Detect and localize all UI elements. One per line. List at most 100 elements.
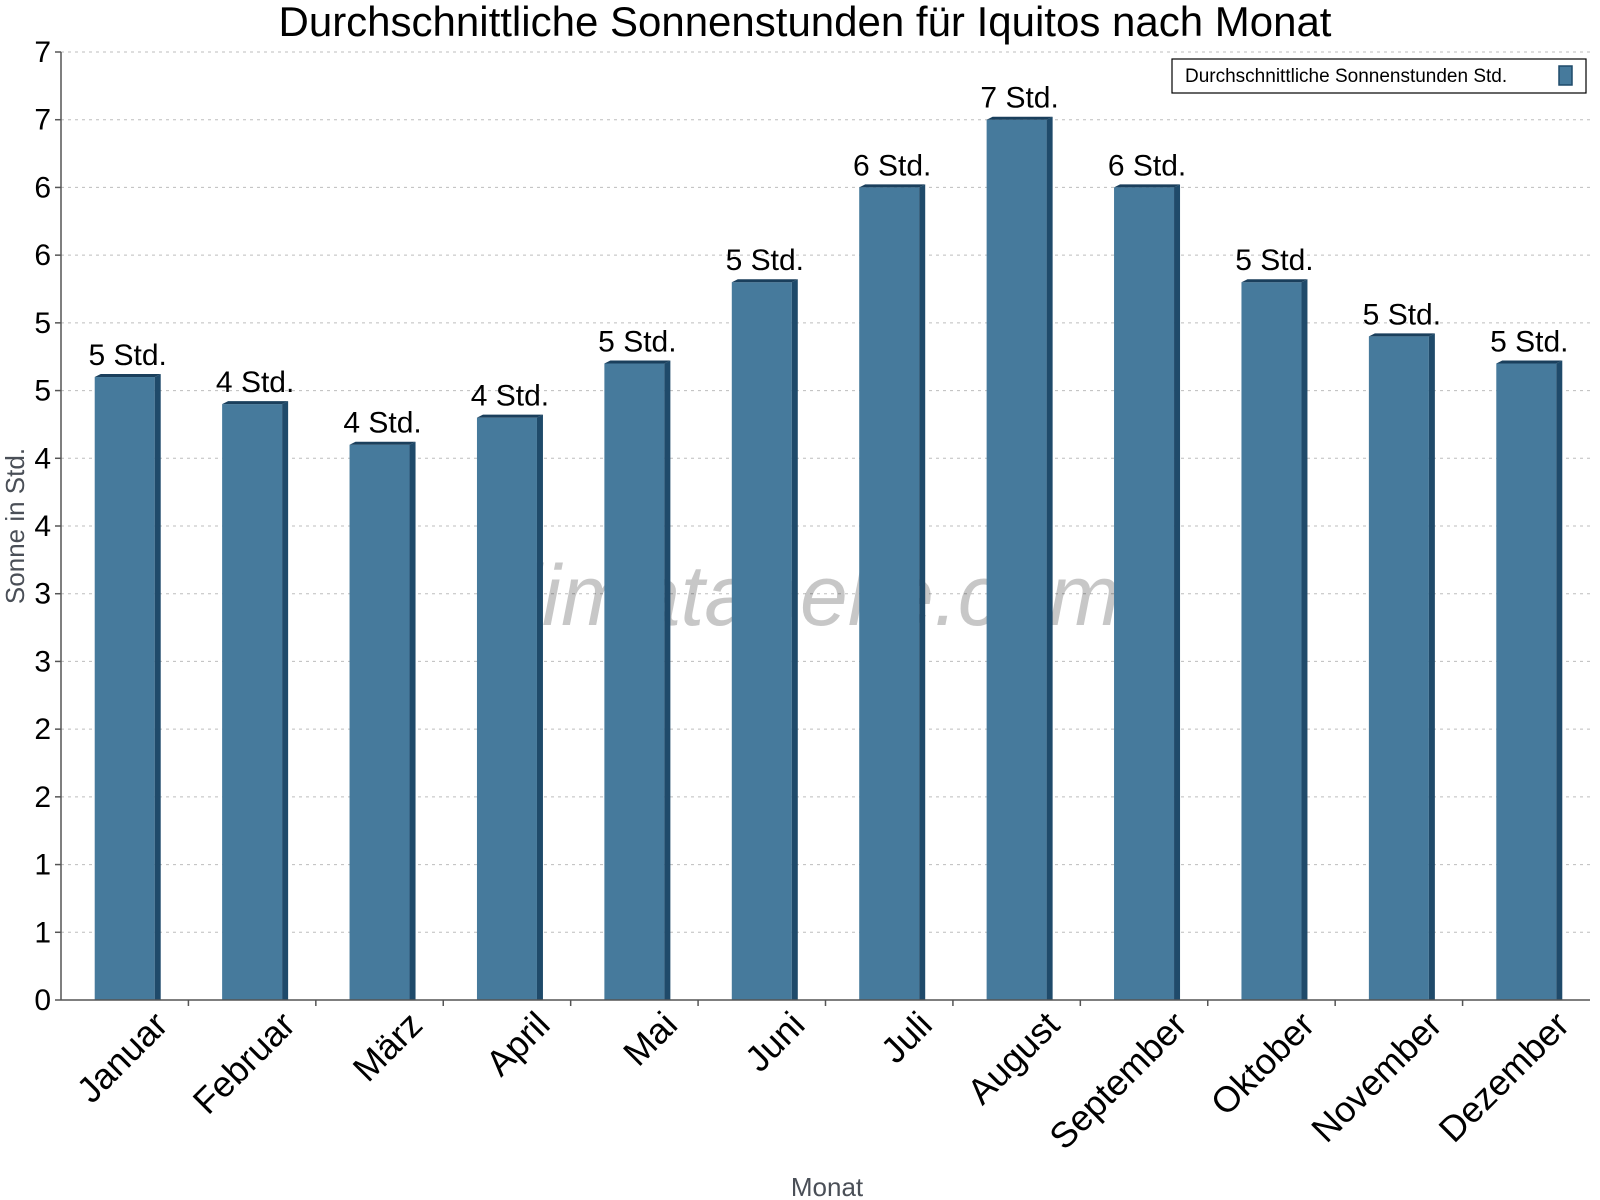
bar-face <box>731 282 792 1000</box>
bar-top <box>476 414 543 418</box>
y-tick-label: 7 <box>34 36 51 69</box>
bar-side <box>154 374 161 1000</box>
data-label: 7 Std. <box>980 82 1058 115</box>
y-tick-label: 2 <box>34 713 51 746</box>
bar-dezember <box>1496 360 1563 1000</box>
x-axis-ticks: Januar Februar März April Mai Juni Juli AugustS… <box>69 1000 1577 1157</box>
bar-top <box>604 360 671 364</box>
bar-face <box>604 363 665 1000</box>
bar-top <box>1496 360 1563 364</box>
bar-oktober <box>1241 279 1308 1000</box>
bar-series <box>94 116 1563 1001</box>
bar-face <box>1368 336 1429 1000</box>
legend-swatch <box>1558 65 1573 86</box>
y-axis-ticks: 0 1 1 2 2 3 3 4 4 5 5 6 6 7 7 <box>34 36 61 1017</box>
y-tick-label: 1 <box>34 916 51 949</box>
x-tick-label: Dezember <box>1431 1004 1577 1150</box>
y-tick-label: 5 <box>34 307 51 340</box>
data-label: 5 Std. <box>598 325 676 358</box>
bar-face <box>222 404 283 1001</box>
legend-label: Durchschnittliche Sonnenstunden Std. <box>1185 66 1507 87</box>
x-tick-label: Februar <box>185 1004 303 1122</box>
x-tick-label: Oktober <box>1203 1004 1323 1124</box>
legend-box <box>1171 58 1587 94</box>
bar-top <box>731 279 798 283</box>
y-tick-label: 6 <box>34 171 51 204</box>
y-tick-label: 3 <box>34 578 51 611</box>
x-tick-label: August <box>959 1004 1067 1112</box>
bar-face <box>476 417 537 1001</box>
bar-side <box>282 401 289 1001</box>
data-label: 6 Std. <box>853 149 931 182</box>
chart-title: Durchschnittliche Sonnenstunden für Iqui… <box>279 0 1332 45</box>
bar-top <box>349 441 416 445</box>
bar-top <box>1114 184 1181 188</box>
bar-top <box>1368 333 1435 337</box>
bar-side <box>1301 279 1308 1000</box>
bar-januar <box>94 374 161 1000</box>
bar-side <box>1046 116 1053 1000</box>
bar-top <box>1241 279 1308 283</box>
y-tick-label: 6 <box>34 239 51 272</box>
data-label: 4 Std. <box>471 380 549 413</box>
bar-mai <box>604 360 671 1000</box>
bar-face <box>94 377 155 1000</box>
x-tick-label: Juli <box>873 1004 940 1071</box>
data-label: 5 Std. <box>1363 298 1441 331</box>
bar-face <box>1114 187 1175 1000</box>
gridlines <box>61 51 1590 933</box>
y-tick-label: 7 <box>34 104 51 137</box>
x-tick-label: September <box>1041 1004 1195 1158</box>
y-tick-label: 0 <box>34 984 51 1017</box>
data-label: 5 Std. <box>1235 244 1313 277</box>
bar-august <box>986 116 1053 1000</box>
bar-side <box>536 414 543 1001</box>
x-tick-label: Januar <box>69 1004 176 1111</box>
legend: Durchschnittliche Sonnenstunden Std. <box>1171 58 1587 94</box>
bar-side <box>1174 184 1181 1000</box>
y-tick-label: 4 <box>34 510 51 543</box>
bar-face <box>986 119 1047 1000</box>
bar-face <box>1241 282 1302 1000</box>
bar-top <box>986 116 1053 120</box>
bar-face <box>1496 363 1557 1000</box>
data-labels: 5 Std. 4 Std. 4 Std. 4 Std. 5 Std. 5 Std. 6 St… <box>89 82 1569 440</box>
bar-juli <box>859 184 926 1000</box>
bar-side <box>1556 360 1563 1000</box>
bar-side <box>919 184 926 1000</box>
bar-side <box>791 279 798 1000</box>
x-tick-label: April <box>478 1004 558 1084</box>
bar-side <box>1428 333 1435 1000</box>
bar-september <box>1114 184 1181 1000</box>
y-tick-label: 3 <box>34 645 51 678</box>
data-label: 5 Std. <box>89 339 167 372</box>
x-tick-label: Juni <box>737 1004 813 1080</box>
bar-top <box>859 184 926 188</box>
y-tick-label: 4 <box>34 442 51 475</box>
data-label: 4 Std. <box>343 407 421 440</box>
x-tick-label: Mai <box>615 1004 685 1074</box>
data-label: 4 Std. <box>216 366 294 399</box>
bar-top <box>94 374 161 378</box>
bar-face <box>349 444 410 1000</box>
bar-februar <box>222 401 289 1001</box>
data-label: 6 Std. <box>1108 149 1186 182</box>
bar-top <box>222 401 289 405</box>
bar-side <box>409 441 416 1000</box>
bar-april <box>476 414 543 1001</box>
bar-juni <box>731 279 798 1000</box>
data-label: 5 Std. <box>726 244 804 277</box>
bar-side <box>664 360 671 1000</box>
y-tick-label: 5 <box>34 375 51 408</box>
bar-märz <box>349 441 416 1000</box>
y-tick-label: 2 <box>34 781 51 814</box>
x-tick-label: November <box>1303 1004 1449 1150</box>
bar-november <box>1368 333 1435 1000</box>
data-label: 5 Std. <box>1490 325 1568 358</box>
x-tick-label: März <box>345 1004 431 1090</box>
y-axis-title: Sonne in Std. <box>0 448 30 604</box>
y-tick-label: 1 <box>34 849 51 882</box>
bar-face <box>859 187 920 1000</box>
x-axis-title: Monat <box>791 1172 864 1200</box>
